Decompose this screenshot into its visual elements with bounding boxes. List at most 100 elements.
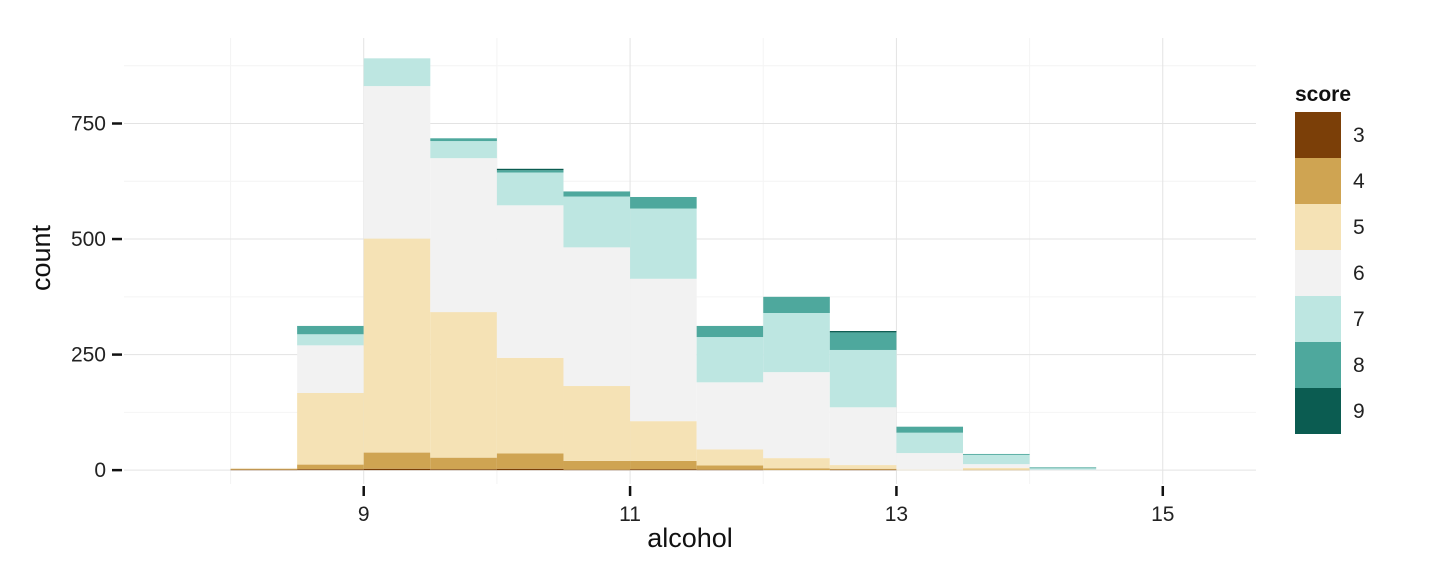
legend-key-score-7 <box>1295 296 1341 342</box>
bar-segment-score-6-bin-7 <box>696 382 764 450</box>
bar-segment-score-3-bin-0 <box>230 469 298 471</box>
bar-segment-score-5-bin-7 <box>696 449 764 466</box>
legend-key-score-3 <box>1295 112 1341 158</box>
bar-segment-score-6-bin-6 <box>630 278 697 422</box>
legend-label-score-3: 3 <box>1353 124 1365 147</box>
legend-label-score-8: 8 <box>1353 354 1365 377</box>
bar-segment-score-6-bin-2 <box>363 86 431 239</box>
y-tick-label: 250 <box>71 344 106 367</box>
bar-segment-score-4-bin-7 <box>696 465 764 470</box>
bar-segment-score-3-bin-1 <box>297 469 364 471</box>
bar-segment-score-8-bin-6 <box>630 196 697 209</box>
bar-segment-score-4-bin-4 <box>496 453 564 469</box>
bar-segment-score-7-bin-10 <box>896 432 964 454</box>
bar-segment-score-8-bin-9 <box>829 332 897 350</box>
bar-segment-score-7-bin-7 <box>696 337 764 383</box>
bar-segment-score-3-bin-5 <box>563 469 631 471</box>
x-tick-label: 13 <box>885 503 908 526</box>
legend-key-score-5 <box>1295 204 1341 250</box>
bar-segment-score-3-bin-3 <box>430 469 497 471</box>
legend-key-score-4 <box>1295 158 1341 204</box>
bar-segment-score-3-bin-9 <box>829 469 897 471</box>
x-tick-label: 15 <box>1151 503 1174 526</box>
x-axis: 9 11 13 15 <box>358 486 1174 526</box>
bar-segment-score-8-bin-4 <box>496 170 564 173</box>
legend-title: score <box>1295 83 1351 106</box>
bar-segment-score-7-bin-2 <box>363 58 431 87</box>
bar-segment-score-7-bin-11 <box>963 454 1030 465</box>
bar-segment-score-7-bin-3 <box>430 141 497 159</box>
bar-segment-score-4-bin-11 <box>963 469 1030 471</box>
legend-label-score-7: 7 <box>1353 308 1365 331</box>
bar-segment-score-4-bin-0 <box>230 468 298 470</box>
bar-segment-score-8-bin-12 <box>1029 467 1097 469</box>
x-tick-label: 9 <box>358 503 370 526</box>
bar-segment-score-6-bin-4 <box>496 205 564 358</box>
legend-key-score-8 <box>1295 342 1341 388</box>
x-tick-label: 11 <box>619 503 641 526</box>
bar-segment-score-6-bin-12 <box>1029 469 1097 471</box>
bar-segment-score-7-bin-12 <box>1029 468 1097 470</box>
bar-segment-score-9-bin-4 <box>496 168 564 171</box>
bar-segment-score-7-bin-5 <box>563 196 631 248</box>
bar-segment-score-5-bin-11 <box>963 467 1030 470</box>
bar-segment-score-7-bin-1 <box>297 334 364 346</box>
bar-segment-score-5-bin-10 <box>896 469 964 471</box>
bar-segment-score-5-bin-6 <box>630 421 697 461</box>
bar-segment-score-5-bin-2 <box>363 238 431 453</box>
bar-segment-score-3-bin-7 <box>696 469 764 471</box>
bar-segment-score-4-bin-8 <box>763 468 830 471</box>
bar-segment-score-6-bin-0 <box>230 467 298 469</box>
y-tick-label: 500 <box>71 228 106 251</box>
bar-segment-score-6-bin-11 <box>963 464 1030 468</box>
histogram-bars <box>230 58 1097 471</box>
bar-segment-score-6-bin-1 <box>297 345 364 393</box>
legend-key-score-9 <box>1295 388 1341 434</box>
bar-segment-score-6-bin-3 <box>430 158 497 313</box>
legend-label-score-4: 4 <box>1353 170 1365 193</box>
y-axis: 0 250 500 750 <box>71 113 122 482</box>
bar-segment-score-5-bin-3 <box>430 312 497 458</box>
legend: score 3 4 5 6 7 8 9 <box>1295 83 1365 434</box>
legend-label-score-6: 6 <box>1353 262 1365 285</box>
bar-segment-score-4-bin-9 <box>829 468 897 470</box>
x-axis-title: alcohol <box>647 523 733 553</box>
bar-segment-score-4-bin-2 <box>363 452 431 469</box>
bar-segment-score-4-bin-5 <box>563 460 631 470</box>
bar-segment-score-3-bin-6 <box>630 469 697 471</box>
bar-segment-score-4-bin-6 <box>630 460 697 470</box>
bar-segment-score-5-bin-0 <box>230 468 298 469</box>
bar-segment-score-5-bin-5 <box>563 386 631 461</box>
bar-segment-score-8-bin-7 <box>696 325 764 338</box>
y-tick-label: 0 <box>94 459 106 482</box>
legend-items: 3 4 5 6 7 8 9 <box>1295 112 1365 434</box>
bar-segment-score-5-bin-4 <box>496 357 564 454</box>
bar-segment-score-5-bin-8 <box>763 458 830 469</box>
bar-segment-score-6-bin-9 <box>829 407 897 466</box>
bar-segment-score-8-bin-10 <box>896 426 964 433</box>
y-axis-title: count <box>26 224 56 291</box>
bar-segment-score-7-bin-9 <box>829 349 897 408</box>
bar-segment-score-8-bin-8 <box>763 296 830 313</box>
bar-segment-score-9-bin-9 <box>829 331 897 333</box>
bar-segment-score-8-bin-5 <box>563 191 631 197</box>
bar-segment-score-7-bin-8 <box>763 312 830 373</box>
bar-segment-score-5-bin-1 <box>297 392 364 465</box>
bar-segment-score-8-bin-11 <box>963 453 1030 455</box>
bar-segment-score-4-bin-3 <box>430 457 497 470</box>
bar-segment-score-6-bin-8 <box>763 372 830 459</box>
bar-segment-score-8-bin-1 <box>297 325 364 335</box>
bar-segment-score-7-bin-6 <box>630 208 697 279</box>
bar-segment-score-8-bin-3 <box>430 138 497 142</box>
y-tick-label: 750 <box>71 113 106 136</box>
legend-key-score-6 <box>1295 250 1341 296</box>
legend-label-score-9: 9 <box>1353 400 1365 423</box>
bar-segment-score-3-bin-4 <box>496 468 564 471</box>
bar-segment-score-6-bin-10 <box>896 453 964 470</box>
bar-segment-score-7-bin-4 <box>496 172 564 206</box>
bar-segment-score-3-bin-2 <box>363 468 431 471</box>
bar-segment-score-6-bin-5 <box>563 247 631 387</box>
bar-segment-score-4-bin-1 <box>297 464 364 470</box>
legend-label-score-5: 5 <box>1353 216 1365 239</box>
